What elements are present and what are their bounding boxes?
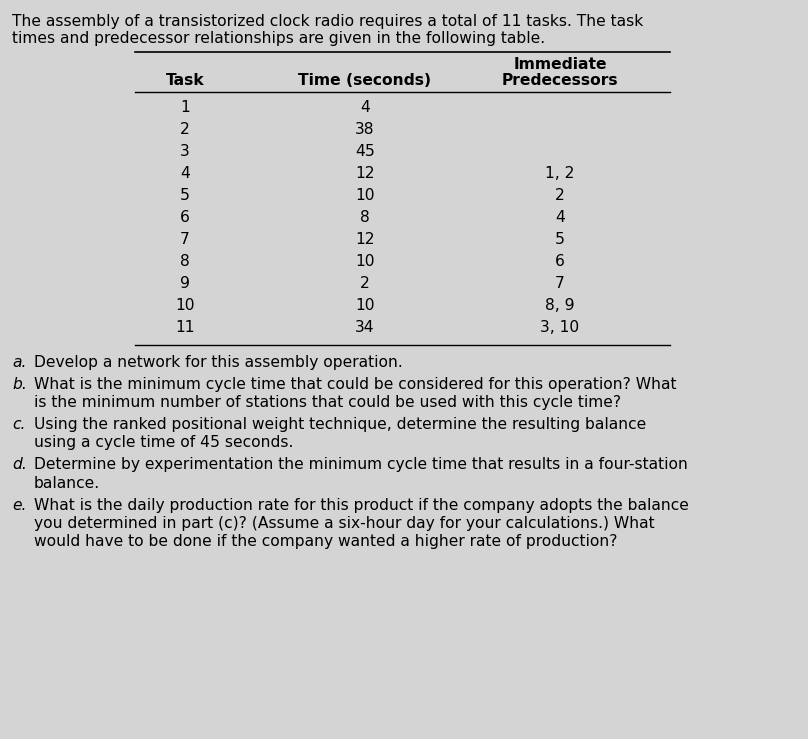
Text: you determined in part (c)? (Assume a six-hour day for your calculations.) What: you determined in part (c)? (Assume a si… bbox=[34, 516, 654, 531]
Text: 12: 12 bbox=[356, 166, 375, 181]
Text: 8, 9: 8, 9 bbox=[545, 298, 574, 313]
Text: c.: c. bbox=[12, 417, 25, 432]
Text: 12: 12 bbox=[356, 232, 375, 247]
Text: 7: 7 bbox=[180, 232, 190, 247]
Text: Using the ranked positional weight technique, determine the resulting balance: Using the ranked positional weight techn… bbox=[34, 417, 646, 432]
Text: Task: Task bbox=[166, 72, 204, 88]
Text: Immediate: Immediate bbox=[513, 57, 607, 72]
Text: What is the daily production rate for this product if the company adopts the bal: What is the daily production rate for th… bbox=[34, 498, 689, 513]
Text: 3, 10: 3, 10 bbox=[541, 320, 579, 335]
Text: 2: 2 bbox=[180, 122, 190, 137]
Text: The assembly of a transistorized clock radio requires a total of 11 tasks. The t: The assembly of a transistorized clock r… bbox=[12, 14, 643, 29]
Text: a.: a. bbox=[12, 355, 27, 370]
Text: 4: 4 bbox=[555, 210, 565, 225]
Text: 1, 2: 1, 2 bbox=[545, 166, 574, 181]
Text: 6: 6 bbox=[180, 210, 190, 225]
Text: e.: e. bbox=[12, 498, 27, 513]
Text: 10: 10 bbox=[356, 188, 375, 202]
Text: What is the minimum cycle time that could be considered for this operation? What: What is the minimum cycle time that coul… bbox=[34, 377, 676, 392]
Text: 7: 7 bbox=[555, 276, 565, 290]
Text: is the minimum number of stations that could be used with this cycle time?: is the minimum number of stations that c… bbox=[34, 395, 621, 410]
Text: 10: 10 bbox=[175, 298, 195, 313]
Text: would have to be done if the company wanted a higher rate of production?: would have to be done if the company wan… bbox=[34, 534, 617, 549]
Text: 5: 5 bbox=[555, 232, 565, 247]
Text: 3: 3 bbox=[180, 143, 190, 159]
Text: 9: 9 bbox=[180, 276, 190, 290]
Text: 10: 10 bbox=[356, 298, 375, 313]
Text: b.: b. bbox=[12, 377, 27, 392]
Text: Develop a network for this assembly operation.: Develop a network for this assembly oper… bbox=[34, 355, 402, 370]
Text: Determine by experimentation the minimum cycle time that results in a four-stati: Determine by experimentation the minimum… bbox=[34, 457, 688, 472]
Text: 6: 6 bbox=[555, 253, 565, 269]
Text: 8: 8 bbox=[180, 253, 190, 269]
Text: Predecessors: Predecessors bbox=[502, 72, 618, 88]
Text: times and predecessor relationships are given in the following table.: times and predecessor relationships are … bbox=[12, 31, 545, 47]
Text: 45: 45 bbox=[355, 143, 375, 159]
Text: 4: 4 bbox=[360, 100, 370, 115]
Text: 11: 11 bbox=[175, 320, 195, 335]
Text: 2: 2 bbox=[555, 188, 565, 202]
Text: 1: 1 bbox=[180, 100, 190, 115]
Text: 10: 10 bbox=[356, 253, 375, 269]
Text: 4: 4 bbox=[180, 166, 190, 181]
Text: 8: 8 bbox=[360, 210, 370, 225]
Text: balance.: balance. bbox=[34, 476, 100, 491]
Text: 34: 34 bbox=[356, 320, 375, 335]
Text: 2: 2 bbox=[360, 276, 370, 290]
Text: Time (seconds): Time (seconds) bbox=[298, 72, 431, 88]
Text: 38: 38 bbox=[356, 122, 375, 137]
Text: using a cycle time of 45 seconds.: using a cycle time of 45 seconds. bbox=[34, 435, 293, 450]
Text: 5: 5 bbox=[180, 188, 190, 202]
Text: d.: d. bbox=[12, 457, 27, 472]
